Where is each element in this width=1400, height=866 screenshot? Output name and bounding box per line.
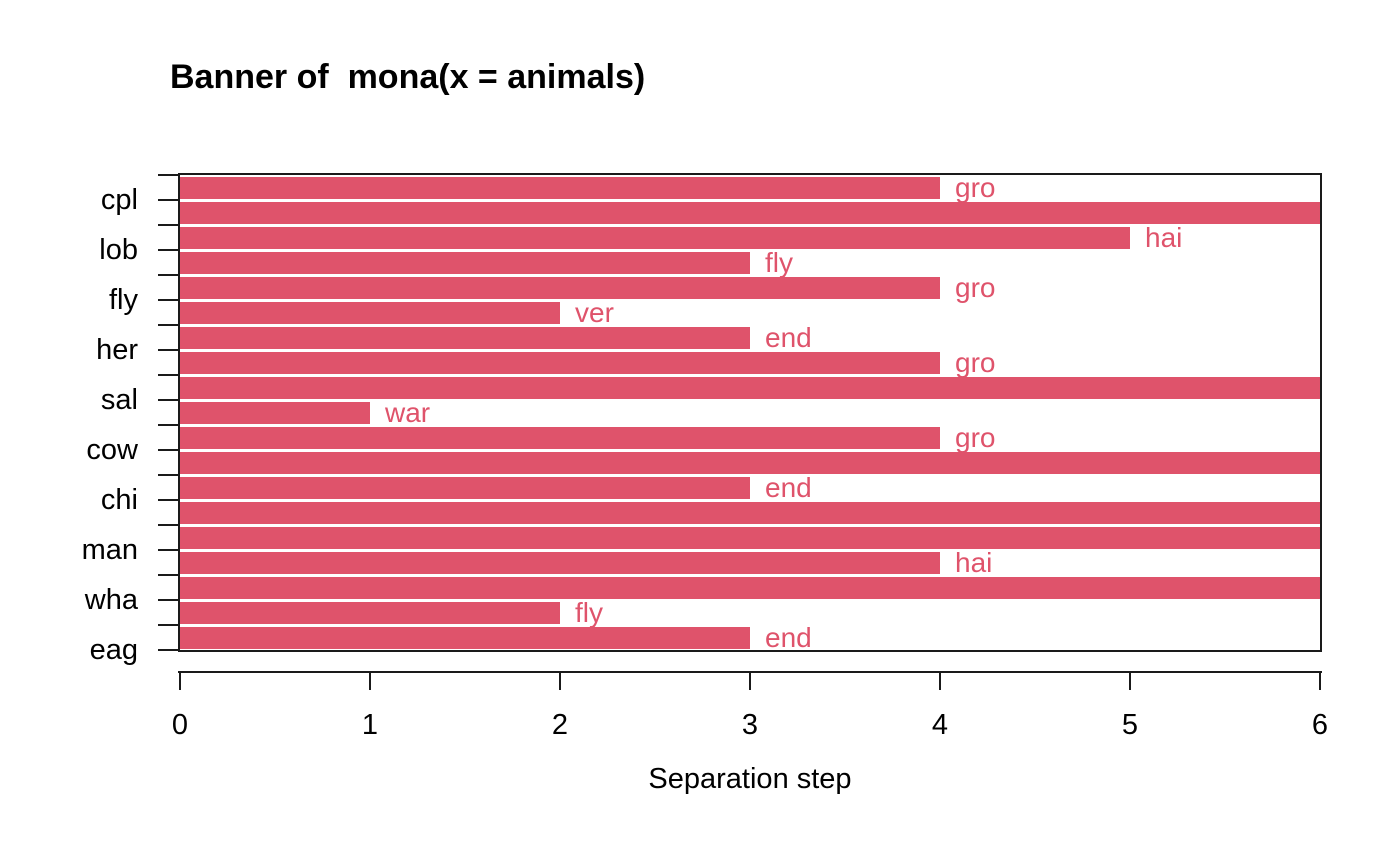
bar-label: war bbox=[385, 396, 431, 428]
y-axis-tick bbox=[158, 499, 180, 501]
x-axis-tick-label: 2 bbox=[551, 709, 569, 741]
y-axis-label: lob bbox=[99, 234, 138, 266]
x-axis-tick bbox=[369, 671, 371, 690]
y-axis-tick bbox=[158, 449, 180, 451]
banner-bar bbox=[180, 226, 1130, 249]
y-axis-tick bbox=[158, 549, 180, 551]
bar-label: gro bbox=[955, 271, 996, 303]
banner-bar bbox=[180, 326, 750, 349]
y-axis-tick bbox=[158, 374, 180, 376]
banner-bar bbox=[180, 526, 1320, 549]
y-axis-label: wha bbox=[84, 584, 138, 616]
x-axis-tick-label: 1 bbox=[361, 709, 379, 741]
y-axis-label: chi bbox=[100, 484, 138, 516]
y-axis-tick bbox=[158, 399, 180, 401]
x-axis-tick-label: 5 bbox=[1121, 709, 1139, 741]
banner-bar bbox=[180, 576, 1320, 599]
y-axis-tick bbox=[158, 274, 180, 276]
banner-bar bbox=[180, 251, 750, 274]
y-axis-tick bbox=[158, 624, 180, 626]
y-axis-tick bbox=[158, 474, 180, 476]
y-axis-tick bbox=[158, 224, 180, 226]
x-axis-tick-label: 0 bbox=[171, 709, 189, 741]
banner-bar bbox=[180, 551, 940, 574]
y-axis-tick bbox=[158, 349, 180, 351]
x-axis-tick-label: 4 bbox=[931, 709, 949, 741]
bar-label: ver bbox=[575, 296, 614, 328]
banner-bar bbox=[180, 376, 1320, 399]
bar-label: hai bbox=[955, 546, 993, 578]
x-axis-tick bbox=[1129, 671, 1131, 690]
banner-bar bbox=[180, 401, 370, 424]
y-axis-tick bbox=[158, 574, 180, 576]
y-axis-tick bbox=[158, 424, 180, 426]
bar-label: gro bbox=[955, 421, 996, 453]
x-axis-tick bbox=[749, 671, 751, 690]
banner-bar bbox=[180, 301, 560, 324]
y-axis-tick bbox=[158, 199, 180, 201]
bar-label: hai bbox=[1145, 221, 1183, 253]
banner-bar bbox=[180, 426, 940, 449]
banner-bar bbox=[180, 276, 940, 299]
y-axis-label: man bbox=[81, 534, 138, 566]
bar-label: gro bbox=[955, 171, 996, 203]
banner-bar bbox=[180, 601, 560, 624]
banner-bar bbox=[180, 351, 940, 374]
x-axis-tick bbox=[559, 671, 561, 690]
bar-label: gro bbox=[955, 346, 996, 378]
y-axis-label: cpl bbox=[100, 184, 138, 216]
chart-title: Banner of mona(x = animals) bbox=[170, 58, 646, 96]
banner-bar bbox=[180, 176, 940, 199]
banner-bar bbox=[180, 451, 1320, 474]
x-axis-tick-label: 6 bbox=[1311, 709, 1329, 741]
banner-bar bbox=[180, 501, 1320, 524]
bar-label: end bbox=[765, 471, 812, 503]
y-axis-tick bbox=[158, 174, 180, 176]
bar-label: fly bbox=[575, 596, 603, 628]
y-axis-label: eag bbox=[89, 634, 138, 666]
banner-bar bbox=[180, 626, 750, 649]
x-axis-tick bbox=[939, 671, 941, 690]
y-axis-tick bbox=[158, 299, 180, 301]
x-axis-tick bbox=[179, 671, 181, 690]
x-axis-tick bbox=[1319, 671, 1321, 690]
y-axis-tick bbox=[158, 649, 180, 651]
y-axis-label: sal bbox=[100, 384, 138, 416]
banner-bar bbox=[180, 476, 750, 499]
bar-label: fly bbox=[765, 246, 793, 278]
y-axis-tick bbox=[158, 599, 180, 601]
y-axis-label: fly bbox=[109, 284, 138, 316]
banner-bar bbox=[180, 201, 1320, 224]
y-axis-tick bbox=[158, 324, 180, 326]
y-axis-tick bbox=[158, 524, 180, 526]
y-axis-label: her bbox=[96, 334, 138, 366]
x-axis-tick-label: 3 bbox=[741, 709, 759, 741]
bar-label: end bbox=[765, 621, 812, 653]
x-axis-title: Separation step bbox=[648, 763, 852, 795]
y-axis-label: cow bbox=[86, 434, 138, 466]
bar-label: end bbox=[765, 321, 812, 353]
y-axis-tick bbox=[158, 249, 180, 251]
